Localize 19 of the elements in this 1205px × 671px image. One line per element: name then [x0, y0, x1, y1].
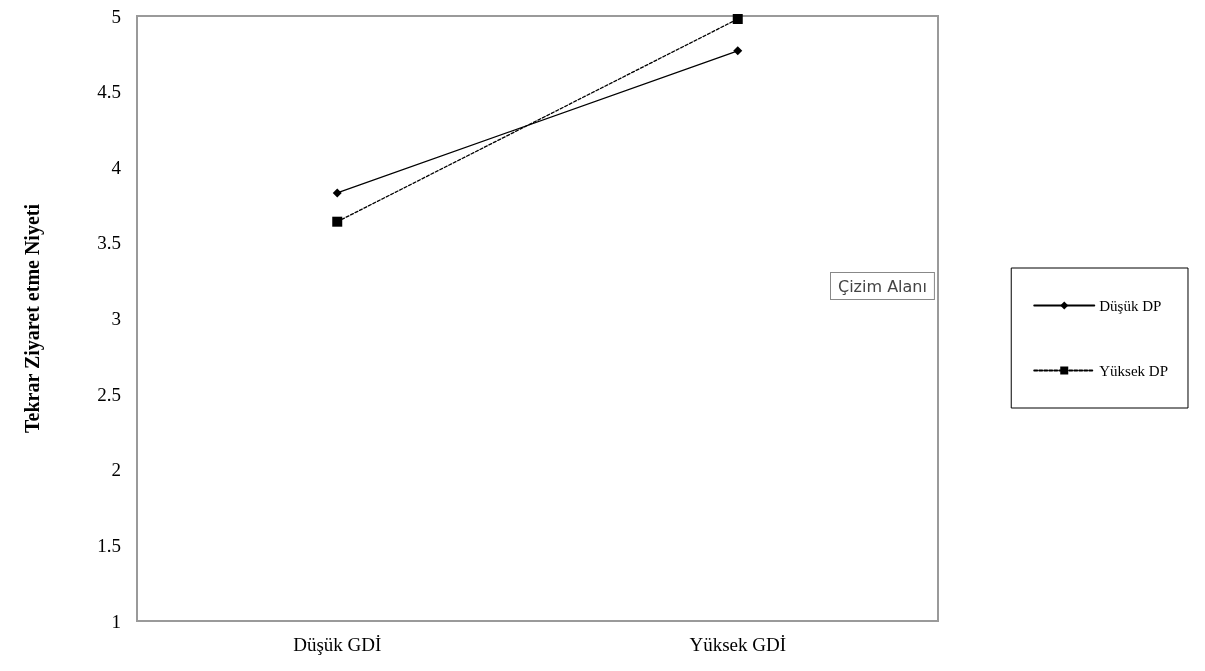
- y-tick-label: 4.5: [97, 81, 121, 103]
- point: [732, 14, 743, 25]
- y-tick-label: 2: [111, 459, 121, 481]
- point: [733, 46, 743, 56]
- legend-label: Yüksek DP: [1099, 362, 1169, 379]
- y-tick-label: 2.5: [97, 383, 121, 405]
- y-tick-label: 1.5: [97, 534, 121, 556]
- x-tick-label: Düşük GDİ: [293, 634, 382, 655]
- y-tick-label: 5: [111, 5, 121, 27]
- y-tick-label: 3: [111, 308, 121, 329]
- point: [332, 188, 342, 198]
- point: [332, 216, 343, 227]
- legend-label: Düşük DP: [1099, 297, 1162, 314]
- annotation: Çizim Alanı: [838, 276, 927, 296]
- y-axis-title: Tekrar Ziyaret etme Niyeti: [21, 203, 44, 434]
- x-tick-label: Yüksek GDİ: [689, 634, 787, 655]
- y-tick-label: 1: [111, 610, 121, 632]
- y-tick-label: 4: [111, 156, 122, 178]
- y-tick-label: 3.5: [97, 232, 121, 254]
